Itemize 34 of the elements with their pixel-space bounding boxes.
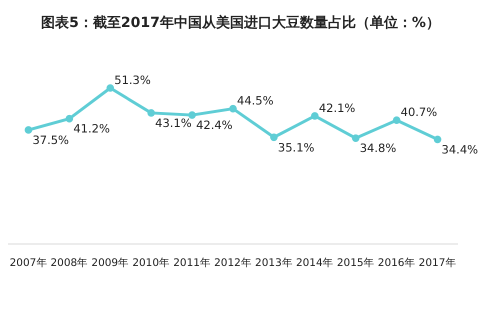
data-label: 34.4% xyxy=(442,142,478,156)
x-tick-label: 2016年 xyxy=(378,257,416,269)
point xyxy=(352,134,360,142)
data-label: 42.1% xyxy=(318,100,356,115)
point xyxy=(188,111,196,119)
x-tick-label: 2007年 xyxy=(10,257,48,269)
data-label: 43.1% xyxy=(155,116,192,130)
x-tick-label: 2008年 xyxy=(50,257,88,269)
point xyxy=(147,109,155,117)
data-label: 40.7% xyxy=(400,105,438,120)
data-label: 35.1% xyxy=(278,140,315,154)
point xyxy=(24,126,32,134)
title: 图表5：截至2017年中国从美国进口大豆数量占比（单位：%） xyxy=(41,15,440,31)
x-tick-label: 2014年 xyxy=(296,257,334,269)
point xyxy=(66,114,74,123)
x-tick-label: 2012年 xyxy=(214,257,252,269)
point xyxy=(434,136,442,144)
x-tick-label: 2009年 xyxy=(91,257,130,269)
point xyxy=(311,112,319,120)
x-tick-label: 2013年 xyxy=(255,257,293,269)
data-label: 34.8% xyxy=(360,141,396,156)
point xyxy=(270,133,278,142)
data-label: 41.2% xyxy=(73,122,110,136)
data-label: 42.4% xyxy=(196,118,233,132)
x-tick-label: 2015年 xyxy=(336,257,375,269)
data-label: 37.5% xyxy=(32,132,70,147)
data-label: 51.3% xyxy=(114,73,151,87)
x-tick-label: 2010年 xyxy=(132,257,170,269)
point xyxy=(392,116,400,124)
point xyxy=(229,104,237,112)
x-tick-label: 2017年 xyxy=(418,257,456,269)
data-label: 44.5% xyxy=(237,94,274,108)
point xyxy=(106,84,114,92)
x-tick-label: 2011年 xyxy=(173,257,211,269)
